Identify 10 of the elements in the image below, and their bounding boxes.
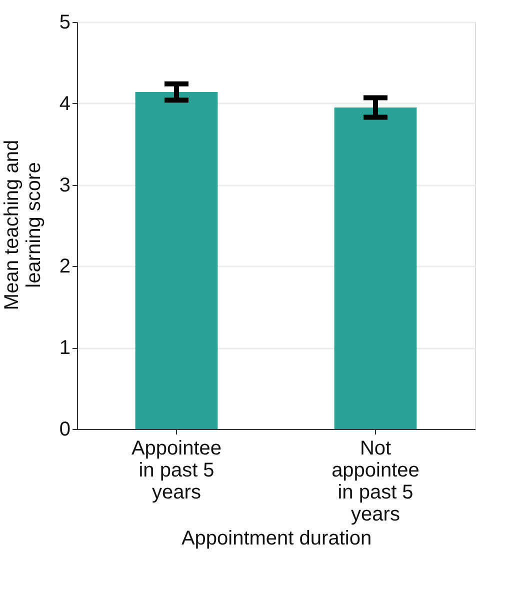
- x-axis-title: Appointment duration: [181, 528, 372, 550]
- y-tick-label: 3: [59, 174, 70, 196]
- x-tick-label: Not appointee in past 5 years: [332, 438, 420, 526]
- y-tick-label: 5: [59, 12, 70, 34]
- y-tick-label: 4: [59, 92, 70, 115]
- y-axis-title: Mean teaching and learning score: [1, 140, 45, 310]
- y-tick-label: 1: [59, 337, 70, 360]
- y-tick-label: 0: [59, 418, 70, 440]
- y-tick-label: 2: [59, 256, 70, 278]
- x-tick-label: Appointee in past 5 years: [131, 438, 222, 504]
